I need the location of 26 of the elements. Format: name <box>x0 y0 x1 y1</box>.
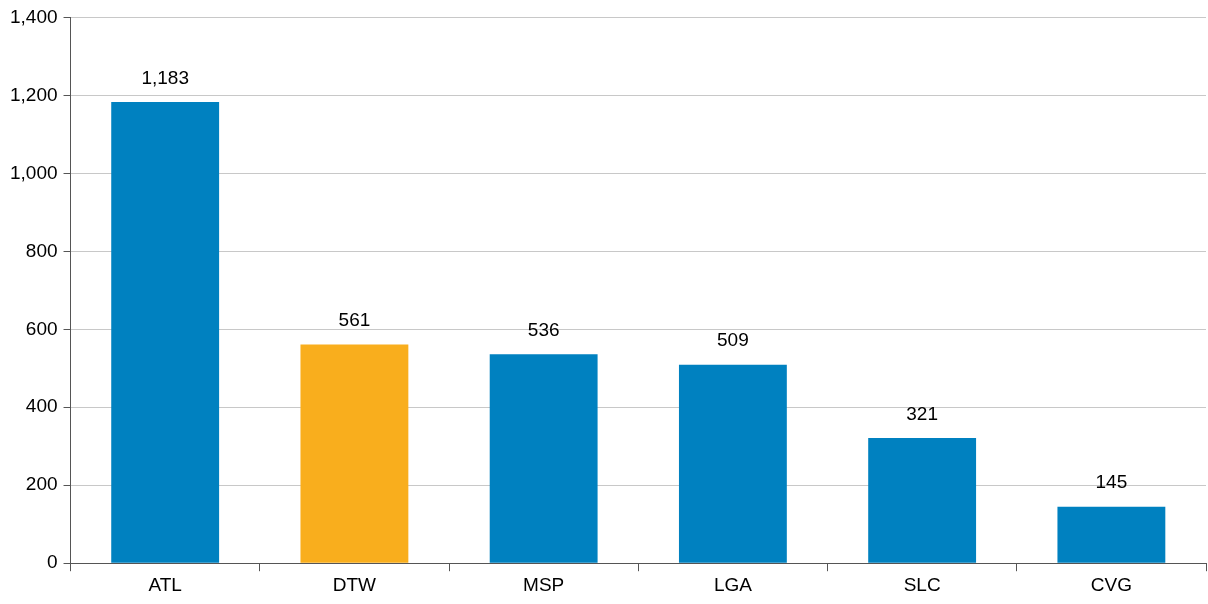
y-tick-label: 1,000 <box>10 161 58 183</box>
x-tick-label: ATL <box>148 573 182 595</box>
x-tick-label: LGA <box>713 573 753 595</box>
bar <box>489 354 598 563</box>
data-label: 509 <box>717 329 749 351</box>
x-tick-label: SLC <box>903 573 941 595</box>
y-tick-label: 1,400 <box>10 5 58 27</box>
y-tick-label: 1,200 <box>10 83 58 105</box>
x-tick-label: CVG <box>1090 573 1132 595</box>
bar <box>300 344 409 563</box>
data-label: 321 <box>906 402 938 424</box>
data-label: 536 <box>527 318 560 340</box>
y-tick-label: 200 <box>25 473 58 495</box>
bar <box>1057 506 1166 563</box>
y-tick-label: 400 <box>25 395 58 417</box>
bar <box>111 102 220 563</box>
data-label: 145 <box>1095 471 1128 493</box>
bar <box>678 364 787 563</box>
data-label: 1,183 <box>141 66 189 88</box>
y-tick-label: 800 <box>25 239 58 261</box>
data-label: 561 <box>338 309 371 331</box>
x-tick-label: MSP <box>523 573 565 595</box>
bar <box>868 438 977 563</box>
y-tick-label: 600 <box>25 317 58 339</box>
y-tick-label: 0 <box>46 551 58 573</box>
x-tick-label: DTW <box>332 573 377 595</box>
